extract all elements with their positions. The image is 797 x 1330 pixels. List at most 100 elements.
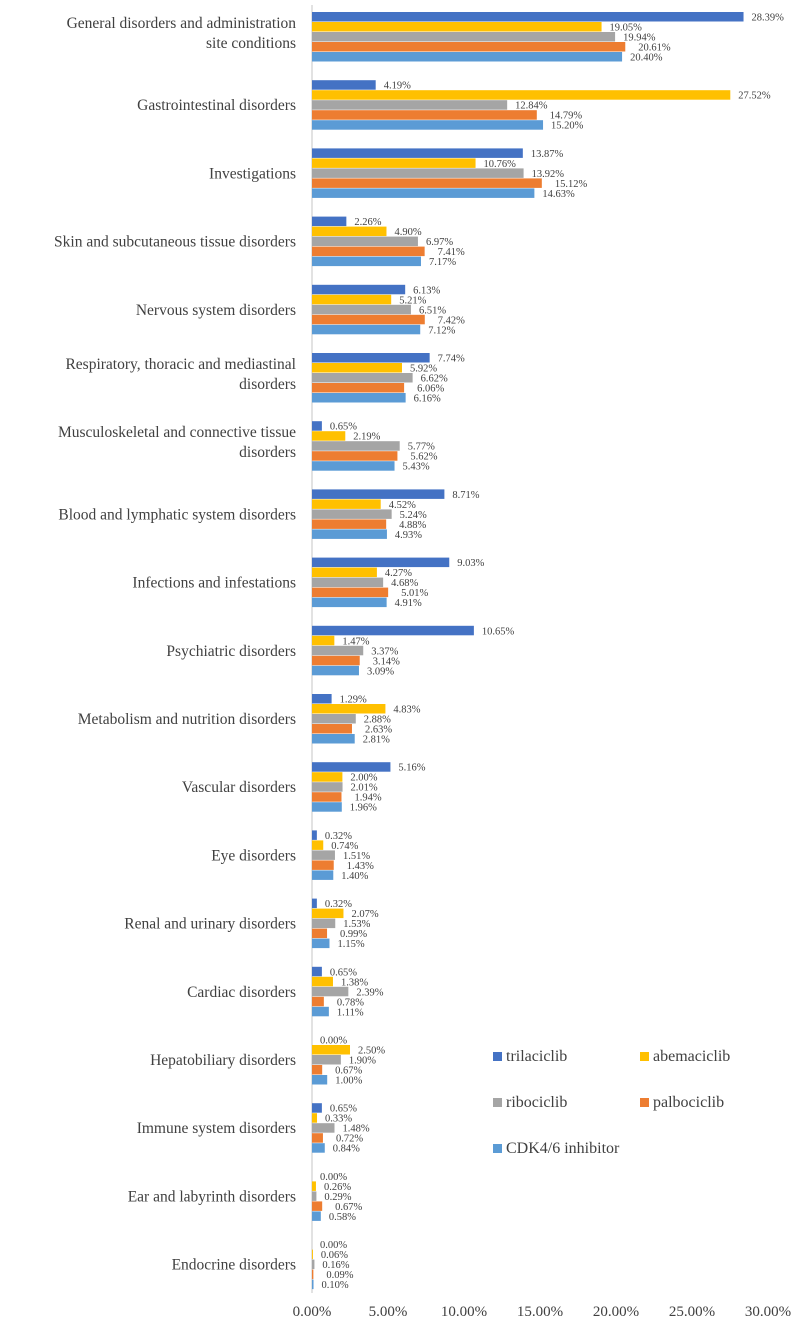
- bar-abemaciclib: [312, 158, 476, 168]
- data-label: 1.15%: [337, 939, 364, 950]
- bar-palbociclib: [312, 1269, 314, 1280]
- bar-abemaciclib: [312, 1181, 316, 1191]
- data-label: 1.00%: [335, 1076, 362, 1087]
- data-label: 0.65%: [330, 1104, 357, 1115]
- data-label: 13.87%: [531, 149, 564, 160]
- x-tick-label: 30.00%: [745, 1304, 791, 1320]
- data-label: 0.99%: [340, 929, 367, 940]
- category-label: Blood and lymphatic system disorders: [58, 506, 296, 523]
- data-label: 4.93%: [395, 530, 422, 541]
- bar-palbociclib: [312, 1133, 323, 1143]
- category-label: Renal and urinary disorders: [124, 916, 296, 933]
- bar-abemaciclib: [312, 704, 386, 714]
- bar-abemaciclib: [312, 1113, 318, 1123]
- legend-label: trilaciclib: [506, 1048, 567, 1065]
- category-label: Musculoskeletal and connective tissue dis…: [58, 424, 296, 461]
- bar-cdk4-6-inhibitor: [312, 1279, 314, 1290]
- bar-abemaciclib: [312, 1249, 313, 1260]
- bar-palbociclib: [312, 451, 398, 461]
- data-label: 19.05%: [610, 23, 643, 34]
- bar-ribociclib: [312, 645, 364, 656]
- data-label: 1.43%: [347, 861, 374, 872]
- data-label: 1.90%: [349, 1056, 376, 1067]
- category-label: Cardiac disorders: [187, 984, 296, 1001]
- bar-ribociclib: [312, 1191, 317, 1201]
- data-label: 15.20%: [551, 121, 584, 132]
- bar-ribociclib: [312, 509, 392, 519]
- bar-palbociclib: [312, 314, 425, 325]
- bar-palbociclib: [312, 792, 342, 802]
- bar-cdk4-6-inhibitor: [312, 324, 421, 335]
- data-label: 6.51%: [419, 305, 446, 316]
- x-tick-label: 5.00%: [369, 1304, 408, 1320]
- data-label: 2.39%: [356, 987, 383, 998]
- category-label: Psychiatric disorders: [166, 643, 296, 660]
- bar-abemaciclib: [312, 635, 335, 646]
- bar-trilaciclib: [312, 12, 744, 22]
- bar-trilaciclib: [312, 1103, 322, 1113]
- bar-palbociclib: [312, 246, 425, 257]
- x-tick-label: 15.00%: [517, 1304, 563, 1320]
- data-label: 1.96%: [350, 803, 377, 814]
- bar-abemaciclib: [312, 431, 346, 441]
- data-label: 28.39%: [752, 13, 785, 24]
- bar-palbociclib: [312, 1065, 323, 1075]
- data-label: 2.50%: [358, 1046, 385, 1057]
- data-label: 5.62%: [410, 452, 437, 463]
- bar-abemaciclib: [312, 772, 343, 782]
- data-label: 12.84%: [515, 101, 548, 112]
- legend-swatch: [640, 1098, 649, 1107]
- bar-cdk4-6-inhibitor: [312, 1006, 329, 1017]
- bar-ribociclib: [312, 441, 400, 451]
- data-label: 3.37%: [371, 646, 398, 657]
- data-label: 4.52%: [389, 500, 416, 511]
- category-label: Gastrointestinal disorders: [137, 97, 296, 114]
- bar-cdk4-6-inhibitor: [312, 1211, 321, 1221]
- data-label: 5.43%: [403, 462, 430, 473]
- data-label: 0.32%: [325, 899, 352, 910]
- bar-trilaciclib: [312, 694, 332, 704]
- data-label: 7.17%: [429, 257, 456, 268]
- data-label: 0.10%: [322, 1280, 349, 1291]
- legend-label: CDK4/6 inhibitor: [506, 1140, 620, 1157]
- bar-trilaciclib: [312, 489, 445, 499]
- data-label: 4.90%: [394, 227, 421, 238]
- bar-palbociclib: [312, 655, 360, 666]
- bar-ribociclib: [312, 373, 413, 383]
- data-label: 1.38%: [341, 977, 368, 988]
- bar-ribociclib: [312, 986, 349, 997]
- data-label: 4.19%: [384, 81, 411, 92]
- data-label: 5.21%: [399, 295, 426, 306]
- bar-cdk4-6-inhibitor: [312, 120, 544, 130]
- data-label: 7.42%: [438, 315, 465, 326]
- bar-palbociclib: [312, 724, 352, 734]
- bar-palbociclib: [312, 1201, 323, 1211]
- bar-cdk4-6-inhibitor: [312, 938, 330, 949]
- bar-ribociclib: [312, 918, 336, 929]
- bar-palbociclib: [312, 383, 405, 393]
- bar-palbociclib: [312, 110, 537, 120]
- bar-trilaciclib: [312, 762, 391, 772]
- category-label: Infections and infestations: [132, 575, 296, 592]
- data-label: 19.94%: [623, 33, 656, 44]
- bar-palbociclib: [312, 996, 324, 1007]
- data-label: 5.24%: [400, 510, 427, 521]
- bar-ribociclib: [312, 850, 335, 860]
- bar-ribociclib: [312, 100, 508, 110]
- category-label: Nervous system disorders: [136, 302, 296, 319]
- data-label: 0.00%: [320, 1172, 347, 1183]
- bar-palbociclib: [312, 928, 328, 939]
- data-label: 8.71%: [452, 490, 479, 501]
- data-label: 10.76%: [484, 159, 517, 170]
- category-label: Eye disorders: [211, 847, 296, 864]
- data-label: 0.32%: [325, 831, 352, 842]
- category-label: Investigations: [209, 165, 296, 182]
- bar-cdk4-6-inhibitor: [312, 256, 421, 267]
- category-label: Respiratory, thoracic and mediastinal dis…: [65, 356, 296, 393]
- bar-trilaciclib: [312, 80, 376, 90]
- legend-swatch: [493, 1144, 502, 1153]
- category-label: Metabolism and nutrition disorders: [78, 711, 296, 728]
- bar-cdk4-6-inhibitor: [312, 1075, 328, 1085]
- x-tick-label: 10.00%: [441, 1304, 487, 1320]
- category-label: Vascular disorders: [182, 779, 296, 796]
